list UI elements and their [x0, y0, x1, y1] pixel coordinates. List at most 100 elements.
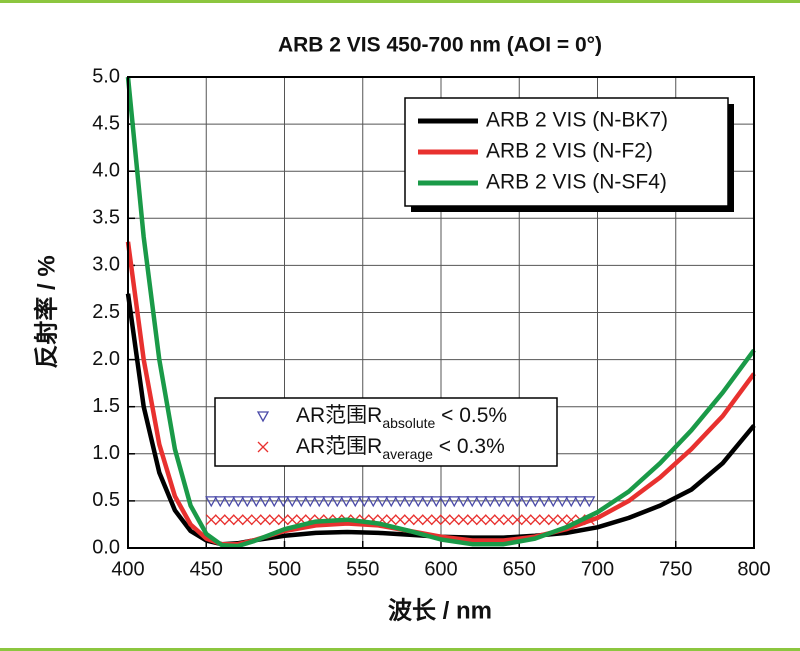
y-tick-label: 1.5 — [92, 395, 120, 417]
x-tick-label: 450 — [190, 558, 223, 580]
legend-label-main: AR范围R — [296, 435, 382, 458]
y-tick-label: 2.0 — [92, 348, 120, 370]
marker — [529, 514, 541, 526]
legend-label: ARB 2 VIS (N-SF4) — [486, 171, 667, 194]
x-tick-label: 400 — [111, 558, 144, 580]
marker — [241, 496, 254, 508]
marker — [268, 514, 280, 526]
marker — [358, 496, 371, 508]
marker — [277, 514, 289, 526]
chart-title: ARB 2 VIS 450-700 nm (AOI = 0°) — [278, 34, 602, 57]
legend-label-main: AR范围R — [296, 404, 382, 427]
y-tick-label: 2.5 — [92, 301, 120, 323]
marker — [457, 514, 469, 526]
x-tick-label: 800 — [737, 558, 770, 580]
legend-label-sub: average — [382, 446, 433, 462]
marker — [538, 496, 551, 508]
marker — [223, 514, 235, 526]
marker — [484, 496, 497, 508]
y-tick-label: 4.0 — [92, 159, 120, 181]
marker — [394, 496, 407, 508]
marker — [448, 514, 460, 526]
legend-label: ARB 2 VIS (N-F2) — [486, 140, 653, 163]
legend-label-suffix: < 0.5% — [435, 404, 507, 427]
marker — [421, 514, 433, 526]
marker — [256, 411, 270, 423]
marker — [214, 514, 226, 526]
x-axis-label: 波长 / nm — [388, 597, 492, 624]
plot-frame — [127, 76, 755, 549]
marker — [286, 514, 298, 526]
marker — [223, 496, 236, 508]
line-series — [125, 293, 756, 547]
marker — [583, 496, 596, 508]
marker — [241, 514, 253, 526]
marker — [511, 514, 523, 526]
marker — [511, 496, 524, 508]
top-border — [0, 0, 800, 3]
legend-box — [214, 397, 558, 467]
marker — [556, 496, 569, 508]
marker — [403, 496, 416, 508]
marker — [412, 496, 425, 508]
y-tick-label: 0.0 — [92, 536, 120, 558]
marker — [331, 496, 344, 508]
marker — [232, 496, 245, 508]
marker — [421, 496, 434, 508]
marker — [313, 496, 326, 508]
marker — [538, 514, 550, 526]
legend-label-suffix: < 0.3% — [433, 435, 505, 458]
marker — [367, 496, 380, 508]
x-tick-label: 700 — [581, 558, 614, 580]
marker — [232, 514, 244, 526]
y-tick-label: 4.5 — [92, 112, 120, 134]
marker — [259, 514, 271, 526]
y-tick-label: 5.0 — [92, 65, 120, 87]
x-tick-label: 550 — [346, 558, 379, 580]
marker — [349, 496, 362, 508]
legend-label: AR范围Rabsolute < 0.5% — [296, 404, 507, 431]
marker — [457, 496, 470, 508]
marker — [466, 514, 478, 526]
x-tick-label: 600 — [424, 558, 457, 580]
marker — [520, 514, 532, 526]
line-series — [125, 76, 756, 549]
marker — [502, 496, 515, 508]
marker — [304, 496, 317, 508]
marker — [466, 496, 479, 508]
marker — [475, 514, 487, 526]
legend-label: ARB 2 VIS (N-BK7) — [486, 109, 668, 132]
marker — [376, 496, 389, 508]
marker — [412, 514, 424, 526]
marker — [322, 496, 335, 508]
marker — [556, 514, 568, 526]
marker — [484, 514, 496, 526]
marker — [394, 514, 406, 526]
marker — [205, 496, 218, 508]
x-tick-label: 500 — [268, 558, 301, 580]
marker — [493, 496, 506, 508]
marker — [295, 496, 308, 508]
marker — [565, 496, 578, 508]
marker — [502, 514, 514, 526]
y-tick-label: 3.5 — [92, 207, 120, 229]
marker — [250, 496, 263, 508]
marker — [385, 514, 397, 526]
marker — [250, 514, 262, 526]
marker — [439, 496, 452, 508]
marker — [268, 496, 281, 508]
marker — [448, 496, 461, 508]
marker — [277, 496, 290, 508]
x-tick-label: 650 — [503, 558, 536, 580]
marker — [574, 496, 587, 508]
marker — [547, 496, 560, 508]
marker — [430, 496, 443, 508]
marker — [547, 514, 559, 526]
bottom-border — [0, 648, 800, 651]
x-tick-label: 750 — [659, 558, 692, 580]
marker — [385, 496, 398, 508]
marker — [493, 514, 505, 526]
marker — [205, 514, 217, 526]
marker — [430, 514, 442, 526]
